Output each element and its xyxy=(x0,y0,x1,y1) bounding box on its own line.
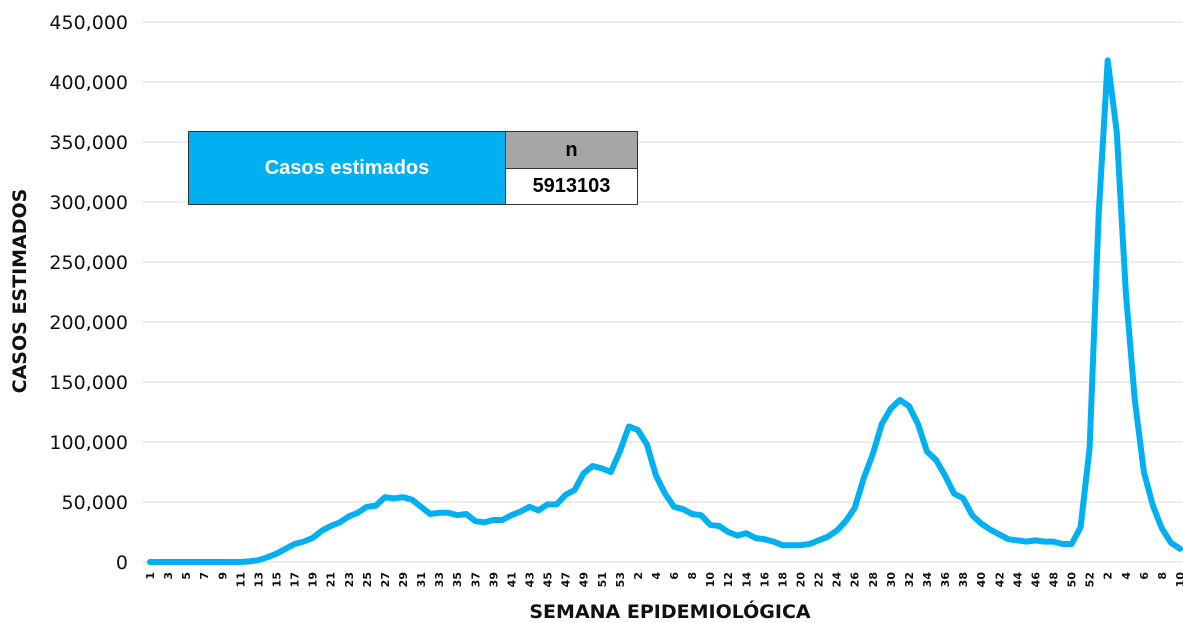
x-tick-label: 46 xyxy=(1029,572,1042,588)
x-tick-label: 4 xyxy=(650,572,663,580)
summary-column-header: n xyxy=(506,132,637,169)
y-tick-label: 350,000 xyxy=(49,132,128,154)
x-tick-label: 20 xyxy=(795,572,808,588)
x-tick-label: 10 xyxy=(704,572,717,588)
x-tick-label: 29 xyxy=(397,572,410,587)
y-axis-ticks: 0 50,000 100,000 150,000 200,000 250,000 300,0… xyxy=(49,12,128,574)
x-tick-label: 27 xyxy=(379,572,392,587)
y-tick-label: 450,000 xyxy=(49,12,128,34)
y-tick-label: 200,000 xyxy=(49,312,128,334)
x-tick-label: 22 xyxy=(813,572,826,587)
summary-value-column: n 5913103 xyxy=(506,132,637,204)
x-tick-label: 47 xyxy=(560,572,573,587)
x-tick-label: 10 xyxy=(1174,572,1183,588)
x-tick-label: 23 xyxy=(343,572,356,587)
x-tick-label: 11 xyxy=(234,572,247,587)
y-tick-label: 150,000 xyxy=(49,372,128,394)
x-tick-label: 30 xyxy=(885,572,898,588)
x-tick-label: 37 xyxy=(469,572,482,587)
x-tick-label: 4 xyxy=(1120,572,1133,580)
x-tick-label: 9 xyxy=(216,572,229,580)
x-tick-label: 5 xyxy=(180,572,193,580)
x-tick-label: 45 xyxy=(542,572,555,587)
x-tick-label: 48 xyxy=(1048,572,1061,587)
x-tick-label: 21 xyxy=(325,572,338,587)
x-tick-label: 3 xyxy=(162,572,175,580)
x-tick-label: 16 xyxy=(758,572,771,588)
x-tick-label: 53 xyxy=(614,572,627,587)
x-tick-label: 2 xyxy=(1102,572,1115,580)
x-tick-label: 52 xyxy=(1084,572,1097,587)
y-tick-label: 100,000 xyxy=(49,432,128,454)
summary-table: Casos estimados n 5913103 xyxy=(188,131,638,205)
x-tick-label: 36 xyxy=(939,572,952,588)
x-tick-label: 49 xyxy=(578,572,591,587)
x-tick-label: 24 xyxy=(831,572,844,588)
x-tick-label: 6 xyxy=(668,572,681,580)
x-tick-label: 40 xyxy=(975,572,988,588)
y-tick-label: 0 xyxy=(116,552,128,574)
x-tick-label: 2 xyxy=(632,572,645,580)
x-tick-label: 14 xyxy=(740,572,753,588)
x-tick-label: 50 xyxy=(1066,572,1079,588)
x-tick-label: 31 xyxy=(415,572,428,587)
x-tick-label: 44 xyxy=(1011,572,1024,588)
x-tick-label: 6 xyxy=(1138,572,1151,580)
x-tick-label: 19 xyxy=(307,572,320,587)
x-tick-label: 43 xyxy=(523,572,536,587)
x-tick-label: 25 xyxy=(361,572,374,587)
series-line-casos-estimados xyxy=(147,57,1183,565)
y-tick-label: 400,000 xyxy=(49,72,128,94)
x-axis-title: SEMANA EPIDEMIOLÓGICA xyxy=(529,599,811,623)
x-tick-label: 17 xyxy=(289,572,302,587)
x-tick-label: 7 xyxy=(198,572,211,580)
gridlines xyxy=(142,21,1183,563)
x-tick-label: 18 xyxy=(776,572,789,587)
x-tick-label: 28 xyxy=(867,572,880,587)
x-tick-label: 12 xyxy=(722,572,735,587)
x-tick-label: 41 xyxy=(505,572,518,587)
y-tick-label: 50,000 xyxy=(62,492,128,514)
x-tick-label: 26 xyxy=(849,572,862,588)
summary-label: Casos estimados xyxy=(189,132,506,204)
x-tick-label: 8 xyxy=(1156,572,1169,580)
x-tick-label: 32 xyxy=(903,572,916,587)
x-tick-label: 1 xyxy=(144,572,157,580)
x-tick-label: 42 xyxy=(993,572,1006,587)
x-tick-label: 13 xyxy=(252,572,265,587)
y-axis-title: CASOS ESTIMADOS xyxy=(9,189,31,394)
y-tick-label: 250,000 xyxy=(49,252,128,274)
summary-value: 5913103 xyxy=(506,169,637,204)
x-tick-label: 15 xyxy=(270,572,283,587)
x-tick-label: 38 xyxy=(957,572,970,587)
y-tick-label: 300,000 xyxy=(49,192,128,214)
x-tick-label: 39 xyxy=(487,572,500,587)
x-tick-label: 35 xyxy=(451,572,464,587)
x-tick-label: 34 xyxy=(921,572,934,588)
x-axis-ticks: 1 3 5 7 9 11 13 15 17 19 21 23 25 27 29 31 33 35 37 39 41 43 4… xyxy=(144,572,1183,588)
x-tick-label: 33 xyxy=(433,572,446,587)
x-tick-label: 8 xyxy=(686,572,699,580)
x-tick-label: 51 xyxy=(596,572,609,587)
